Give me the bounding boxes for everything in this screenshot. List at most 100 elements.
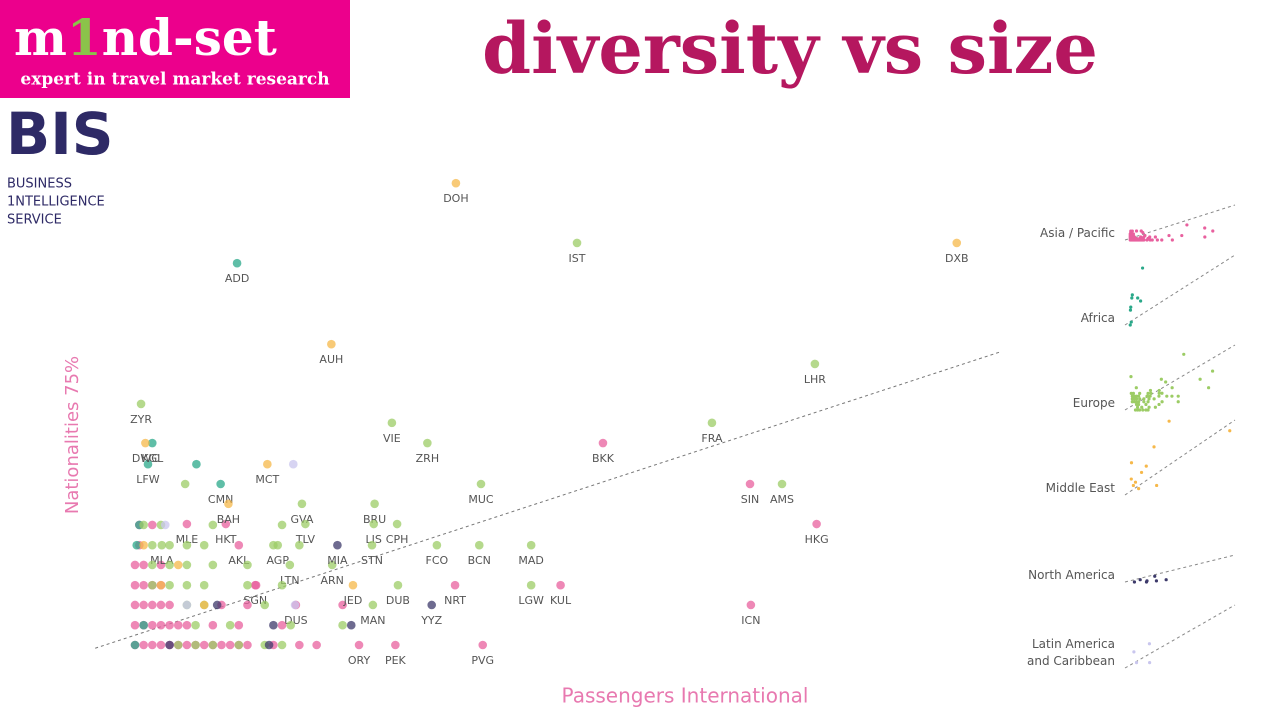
- panel-point: [1137, 400, 1141, 404]
- point-label: STN: [361, 554, 383, 567]
- panel-point: [1139, 299, 1143, 303]
- data-point: [199, 600, 209, 610]
- data-point: [208, 620, 218, 630]
- data-point: [199, 540, 209, 550]
- data-point: [136, 399, 146, 409]
- brand-tagline: expert in travel market research: [20, 70, 329, 90]
- bis-logo: BIS: [6, 100, 114, 168]
- data-point: [243, 580, 252, 590]
- panel-point: [1135, 405, 1140, 409]
- data-point: [165, 540, 174, 550]
- data-point: [182, 540, 192, 550]
- region-label: Middle East: [1045, 481, 1115, 495]
- data-point: [148, 640, 157, 650]
- data-point: [139, 580, 148, 590]
- panel-point: [1143, 233, 1147, 238]
- data-point: [130, 640, 140, 650]
- data-point: [139, 620, 148, 630]
- panel-point: [1157, 391, 1161, 395]
- panel-point: [1160, 400, 1164, 404]
- panel-point: [1164, 578, 1168, 582]
- data-point: [132, 540, 142, 550]
- data-point: [199, 580, 209, 590]
- point-label: MAN: [360, 614, 385, 627]
- data-point: [148, 620, 157, 630]
- data-point: [745, 479, 755, 489]
- data-point: [165, 580, 174, 590]
- data-point: [156, 600, 166, 610]
- data-point: [191, 620, 200, 630]
- data-point: [139, 520, 148, 530]
- data-point: [156, 620, 166, 630]
- data-point: [139, 600, 148, 610]
- panel-point: [1132, 650, 1136, 654]
- data-point: [391, 640, 400, 650]
- data-point: [173, 640, 183, 650]
- panel-point: [1129, 320, 1133, 324]
- data-point: [393, 580, 403, 590]
- panel-point: [1146, 408, 1150, 412]
- data-point: [243, 560, 252, 570]
- panel-point: [1138, 408, 1142, 412]
- panel-point: [1176, 394, 1180, 398]
- data-point: [191, 640, 200, 650]
- y-axis-label: Nationalities 75%: [62, 356, 83, 514]
- data-point: [478, 640, 488, 650]
- point-label: YYZ: [420, 614, 442, 627]
- panel-point: [1144, 464, 1148, 468]
- point-label: BCN: [468, 554, 491, 567]
- data-point: [216, 479, 225, 489]
- x-axis-label: Passengers International: [562, 684, 809, 708]
- data-point: [212, 600, 222, 610]
- data-point: [277, 620, 287, 630]
- panel-point: [1130, 229, 1134, 233]
- data-point: [474, 540, 484, 550]
- data-point: [160, 520, 170, 530]
- data-point: [598, 438, 608, 448]
- data-point: [148, 560, 157, 570]
- panel-point: [1139, 470, 1144, 475]
- point-label: DXB: [945, 252, 969, 265]
- point-label: MAD: [518, 554, 544, 567]
- panel-point: [1134, 397, 1139, 401]
- panel-point: [1146, 400, 1150, 404]
- panel-point: [1146, 391, 1150, 395]
- panel-point: [1130, 293, 1134, 297]
- panel-point: [1160, 391, 1164, 395]
- panel-point: [1160, 238, 1164, 242]
- panel-point: [1198, 377, 1202, 381]
- panel-point: [1138, 391, 1142, 395]
- data-point: [338, 620, 347, 630]
- data-point: [148, 540, 157, 550]
- data-point: [157, 540, 167, 550]
- data-point: [217, 640, 226, 650]
- panel-point: [1129, 461, 1134, 465]
- data-point: [182, 640, 192, 650]
- data-point: [243, 640, 252, 650]
- panel-point: [1129, 375, 1133, 379]
- data-point: [432, 540, 442, 550]
- brand-logo: m1nd-set: [14, 8, 277, 67]
- data-point: [367, 540, 377, 550]
- data-point: [333, 540, 342, 550]
- panel-point: [1153, 574, 1157, 578]
- point-label: MLE: [176, 533, 199, 546]
- point-label: CPH: [386, 533, 409, 546]
- data-point: [269, 620, 278, 630]
- data-point: [301, 519, 310, 529]
- point-label: ZRH: [416, 452, 439, 465]
- data-point: [572, 238, 582, 248]
- data-point: [423, 438, 432, 448]
- data-point: [243, 600, 252, 610]
- panel-point: [1150, 238, 1154, 242]
- point-label: DUB: [386, 594, 410, 607]
- point-label: NRT: [444, 594, 466, 607]
- point-label: MCT: [255, 473, 279, 486]
- panel-point: [1159, 377, 1163, 381]
- point-label: BRU: [363, 513, 386, 526]
- data-point: [148, 520, 157, 530]
- data-point: [225, 640, 235, 650]
- data-point: [130, 600, 140, 610]
- data-point: [182, 620, 192, 630]
